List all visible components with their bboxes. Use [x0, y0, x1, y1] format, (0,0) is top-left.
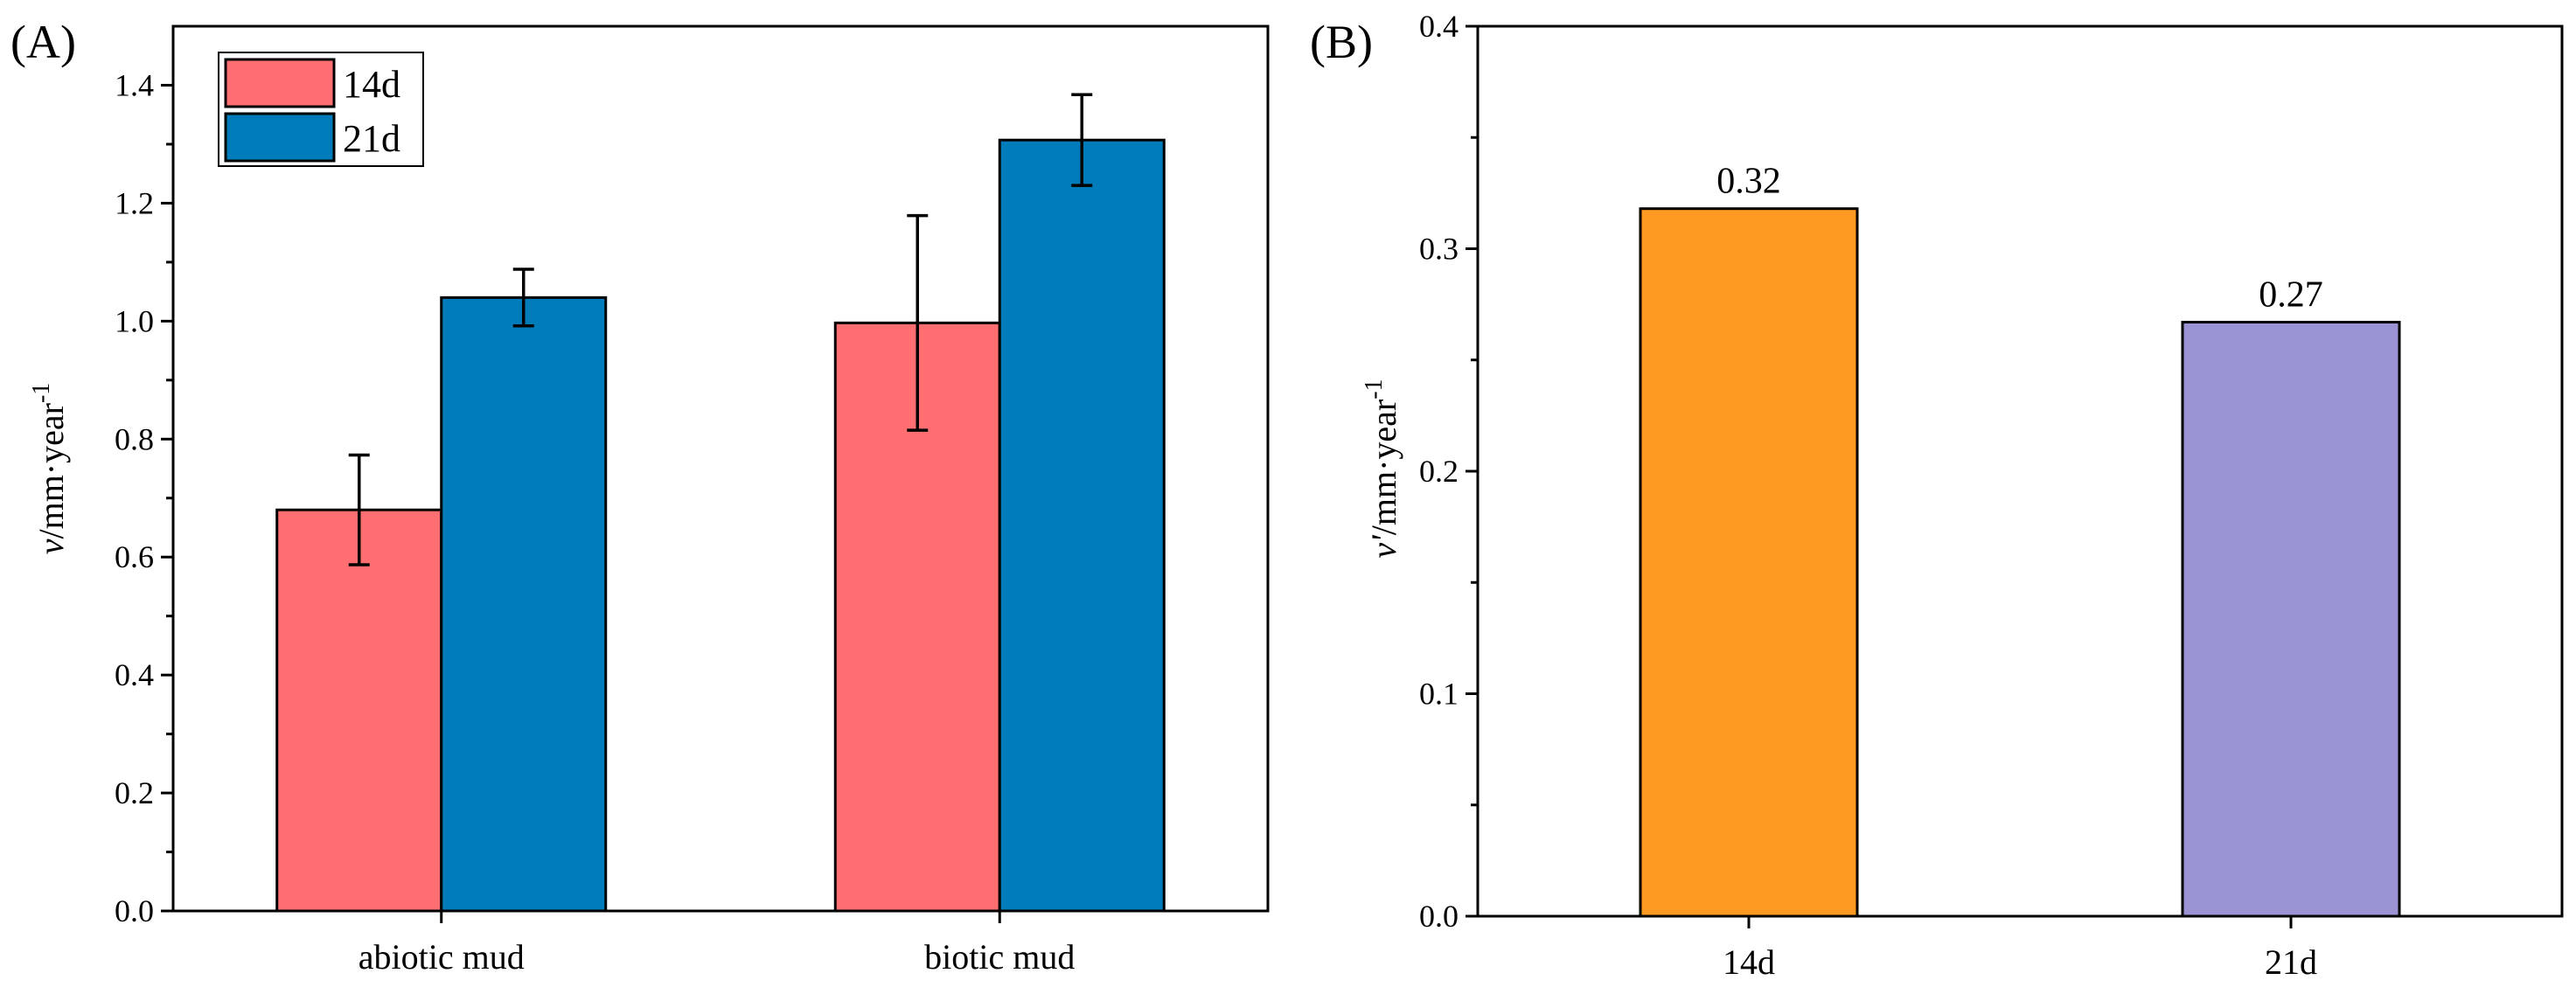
- legend-label-21d: 21d: [343, 117, 400, 160]
- y-axis-label-symbol: v': [1364, 534, 1403, 559]
- panel-b: 0.0 0.1 0.2 0.3 0.4 (B) v'/mm·year-1 14d 0.32 21d…: [1310, 9, 2564, 982]
- y-tick-label: 0.8: [115, 421, 154, 456]
- data-label: 0.32: [1716, 162, 1781, 202]
- y-tick-label: 0.0: [115, 893, 154, 928]
- bar-21d-1: [998, 138, 1166, 913]
- y-tick-label: 0.2: [115, 775, 154, 810]
- y-tick-label: 1.2: [115, 185, 154, 220]
- y-tick-label: 0.4: [115, 657, 154, 692]
- y-tick-label: 0.6: [115, 539, 154, 574]
- bar-14d-0: [275, 508, 443, 913]
- panel-label-a: (A): [10, 16, 76, 68]
- y-tick-label: 0.0: [1419, 899, 1459, 934]
- bar-21d-0: [440, 295, 608, 913]
- legend-swatch-14d: [224, 58, 336, 108]
- y-axis-label: v'/mm·year-1: [1361, 379, 1403, 558]
- plot-frame: [171, 24, 1270, 913]
- y-tick-label: 0.4: [1419, 9, 1459, 44]
- x-category-label: 21d: [2265, 942, 2317, 982]
- y-tick-label: 0.2: [1419, 454, 1459, 489]
- y-tick-label: 1.0: [115, 303, 154, 338]
- y-axis-label-unit: /mm·year: [1364, 400, 1403, 536]
- y-tick-label: 1.4: [115, 67, 154, 102]
- y-axis-label-exponent: -1: [28, 383, 55, 403]
- x-category-label: abiotic mud: [359, 937, 525, 977]
- y-axis-label: v/mm·year-1: [28, 383, 71, 555]
- panel-label-b: (B): [1310, 16, 1373, 68]
- legend-swatch-21d: [224, 112, 336, 163]
- data-label: 0.27: [2259, 275, 2323, 315]
- y-axis-label-unit: /mm·year: [31, 403, 71, 539]
- x-category-label: 14d: [1723, 942, 1775, 982]
- y-tick-label: 0.1: [1419, 677, 1459, 712]
- y-tick-label: 0.3: [1419, 232, 1459, 267]
- bar-21d: [2181, 320, 2401, 918]
- bar-14d: [1639, 207, 1859, 918]
- y-axis-label-symbol: v: [31, 539, 71, 554]
- panel-a: 0.0 0.2 0.4 0.6 0.8 1.0 1.2 1.4 (A) v/mm·year-1 ab…: [10, 16, 1270, 977]
- x-category-label: biotic mud: [924, 937, 1075, 977]
- legend-label-14d: 14d: [343, 63, 400, 106]
- y-axis-label-exponent: -1: [1361, 379, 1388, 399]
